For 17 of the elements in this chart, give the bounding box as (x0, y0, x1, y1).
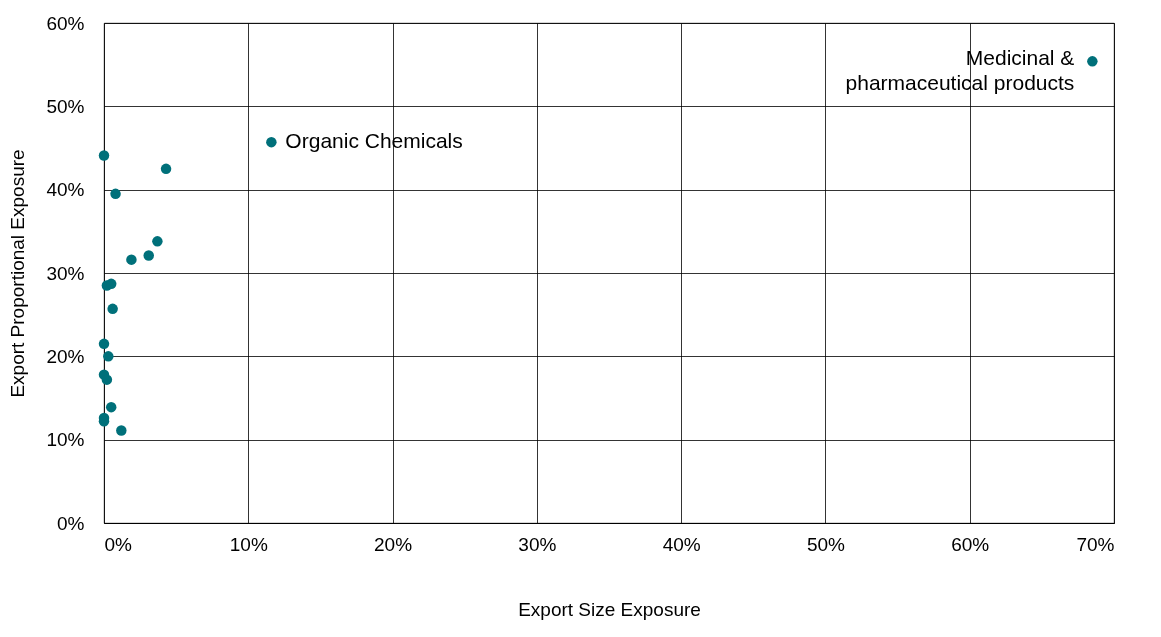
y-tick-label: 30% (46, 262, 85, 284)
x-tick-label: 60% (951, 533, 990, 555)
y-tick-label: 50% (46, 95, 85, 117)
x-tick-label: 40% (662, 533, 701, 555)
x-tick-label: 30% (518, 533, 557, 555)
y-axis-title: Export Proportional Exposure (7, 149, 29, 398)
x-axis-title: Export Size Exposure (518, 598, 701, 620)
y-tick-label: 10% (46, 429, 85, 451)
x-tick-label: 0% (104, 533, 133, 555)
x-tick-label: 10% (229, 533, 268, 555)
x-tick-label: 20% (374, 533, 413, 555)
x-tick-label: 70% (1076, 533, 1115, 555)
y-tick-label: 0% (57, 512, 85, 534)
y-tick-label: 60% (46, 12, 85, 34)
x-tick-label: 50% (806, 533, 846, 555)
y-tick-label: 40% (46, 179, 85, 201)
y-tick-label: 20% (46, 345, 85, 367)
